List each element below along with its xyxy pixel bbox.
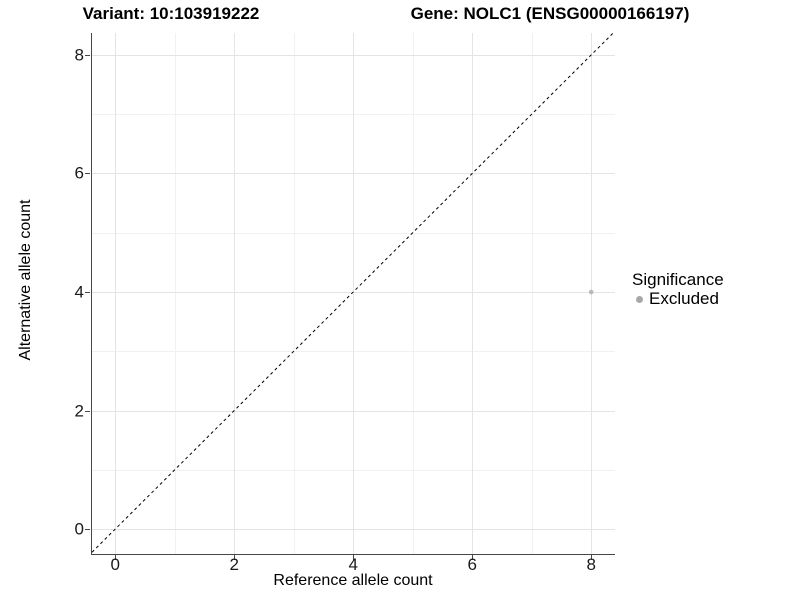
identity-line [91,32,614,553]
data-point-excluded [588,289,594,295]
legend-item-excluded: Excluded [632,290,724,308]
x-axis-title: Reference allele count [273,572,433,589]
legend: Significance Excluded [632,270,724,308]
legend-point-icon [636,295,643,303]
legend-item-label: Excluded [649,289,719,308]
legend-title: Significance [632,270,724,289]
y-axis-title: Alternative allele count [17,199,34,361]
plot-title-gene: Gene: NOLC1 (ENSG00000166197) [410,4,690,23]
plot-title-variant: Variant: 10:103919222 [82,4,260,23]
